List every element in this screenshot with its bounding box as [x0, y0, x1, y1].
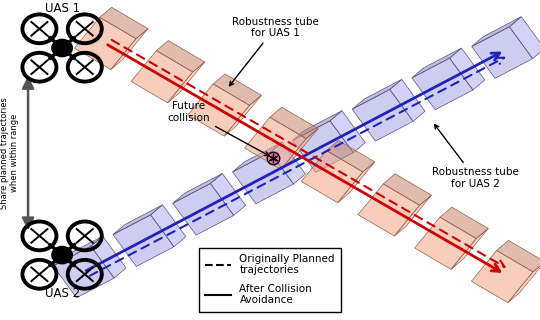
Text: Robustness tube
for UAS 1: Robustness tube for UAS 1: [230, 17, 319, 86]
Polygon shape: [292, 111, 342, 140]
Polygon shape: [270, 107, 318, 139]
Polygon shape: [151, 205, 186, 247]
Polygon shape: [358, 184, 420, 236]
Text: Robustness tube
for UAS 2: Robustness tube for UAS 2: [432, 124, 518, 189]
Polygon shape: [224, 95, 261, 136]
Text: Future
collision: Future collision: [168, 101, 269, 156]
Polygon shape: [188, 84, 249, 136]
Polygon shape: [292, 121, 353, 172]
Polygon shape: [233, 152, 294, 204]
Circle shape: [52, 39, 72, 57]
Polygon shape: [157, 41, 205, 72]
Polygon shape: [390, 79, 425, 121]
Polygon shape: [440, 207, 488, 238]
Polygon shape: [352, 79, 402, 109]
Polygon shape: [91, 236, 126, 278]
Polygon shape: [173, 183, 234, 235]
Polygon shape: [412, 58, 473, 110]
Polygon shape: [53, 236, 103, 266]
Polygon shape: [352, 90, 413, 141]
Polygon shape: [213, 74, 261, 105]
Legend: Originally Planned
trajectories, After Collision
Avoidance: Originally Planned trajectories, After C…: [199, 248, 341, 312]
Polygon shape: [383, 174, 431, 205]
Polygon shape: [412, 48, 462, 78]
Polygon shape: [75, 17, 136, 69]
Text: UAS 2: UAS 2: [44, 287, 80, 300]
Polygon shape: [211, 173, 246, 215]
Polygon shape: [111, 29, 148, 69]
Polygon shape: [53, 246, 114, 298]
Polygon shape: [471, 251, 533, 303]
Text: Share planned trajectories
when within range: Share planned trajectories when within r…: [0, 97, 19, 209]
Polygon shape: [131, 51, 193, 103]
Polygon shape: [281, 129, 318, 169]
Polygon shape: [509, 17, 540, 59]
Polygon shape: [233, 142, 282, 172]
Circle shape: [52, 246, 72, 264]
Polygon shape: [113, 205, 163, 235]
Polygon shape: [472, 27, 532, 78]
Polygon shape: [301, 151, 363, 203]
Polygon shape: [167, 62, 205, 103]
Polygon shape: [173, 173, 222, 203]
Text: UAS 1: UAS 1: [44, 2, 80, 15]
Polygon shape: [508, 262, 540, 303]
Polygon shape: [415, 217, 476, 269]
Polygon shape: [270, 142, 306, 184]
Polygon shape: [113, 215, 174, 267]
Polygon shape: [338, 162, 375, 203]
Polygon shape: [497, 240, 540, 272]
Polygon shape: [451, 228, 488, 269]
Polygon shape: [450, 48, 485, 90]
Polygon shape: [394, 195, 431, 236]
Polygon shape: [330, 111, 365, 153]
Polygon shape: [472, 17, 521, 46]
Polygon shape: [327, 140, 375, 172]
Polygon shape: [245, 117, 306, 169]
Polygon shape: [100, 7, 148, 39]
